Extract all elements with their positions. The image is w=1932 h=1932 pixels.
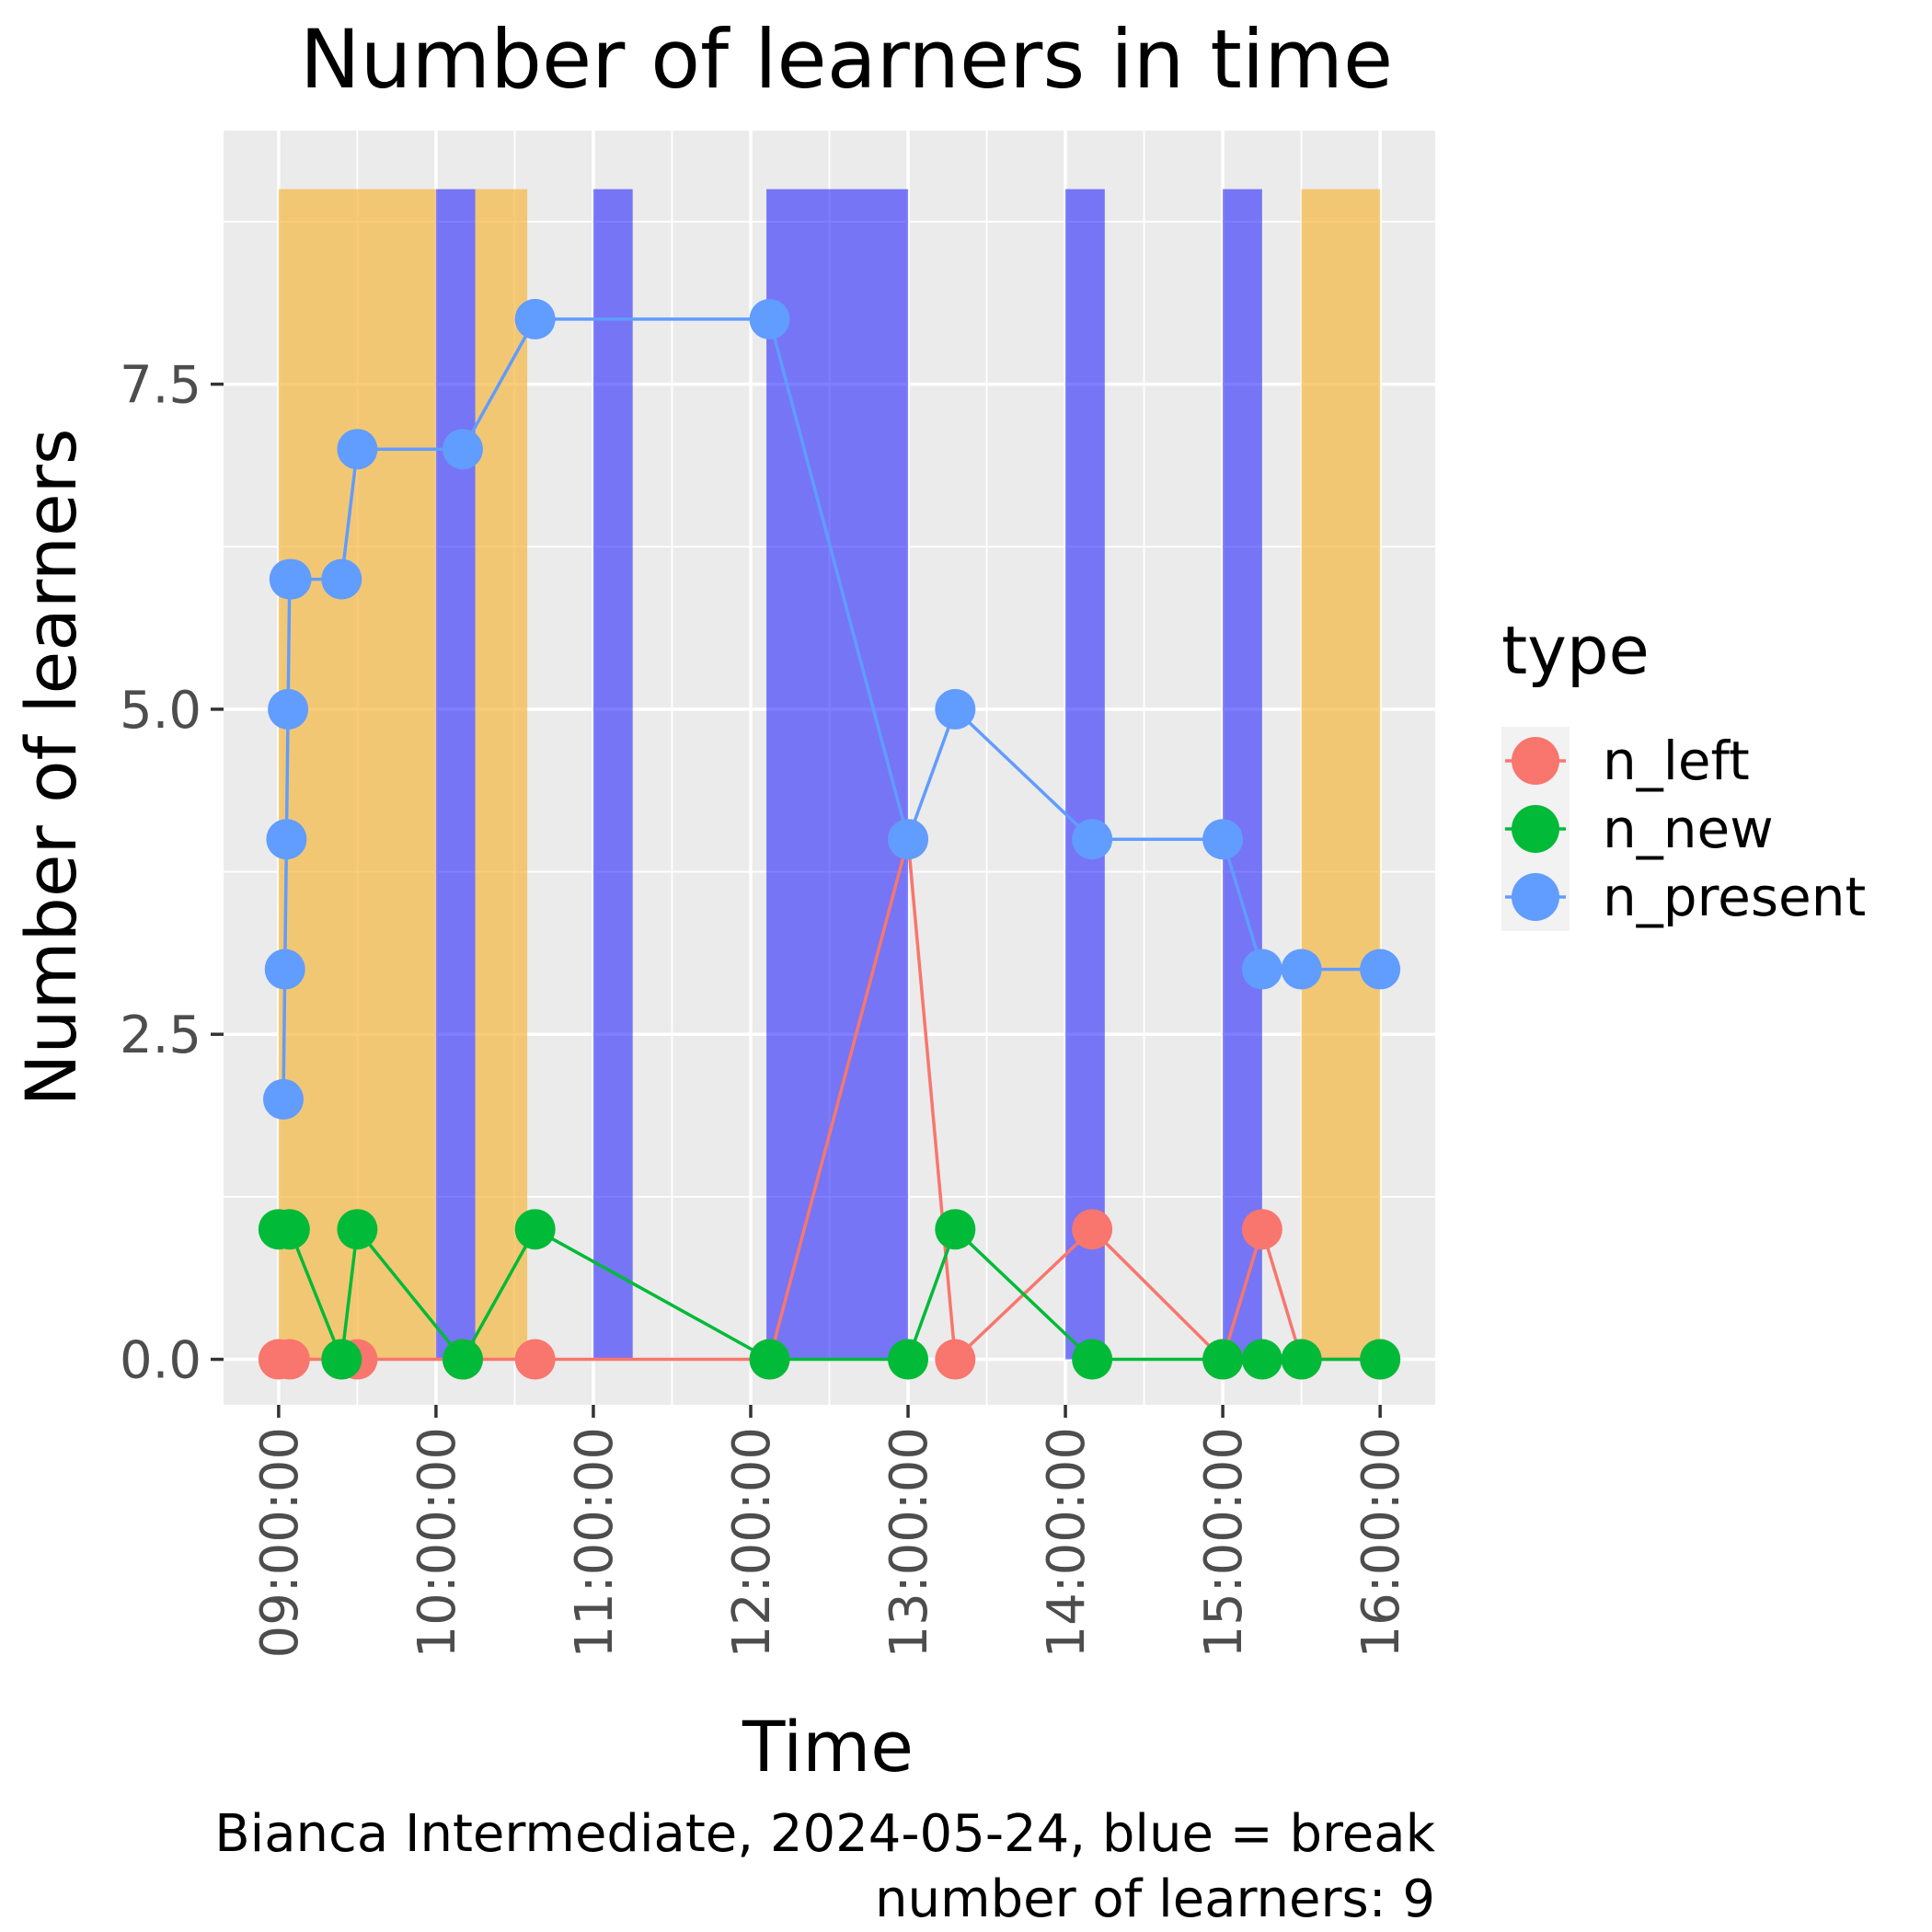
- shaded-regions: [278, 189, 1381, 1360]
- chart-title: Number of learners in time: [300, 12, 1393, 107]
- session-region: [475, 189, 528, 1360]
- break-region: [1223, 189, 1262, 1360]
- break-region: [435, 189, 476, 1360]
- x-axis: 09:00:00 10:00:00 11:00:00 12:00:00 13:00:00…: [250, 1405, 1411, 1659]
- legend-label-n_present: n_present: [1603, 866, 1866, 928]
- point-n_present: [1281, 949, 1322, 990]
- legend-key-n_left: [1512, 737, 1559, 785]
- legend-title: type: [1501, 612, 1650, 689]
- legend-key-n_present: [1512, 873, 1559, 921]
- point-n_new: [1360, 1339, 1401, 1380]
- x-axis-title: Time: [742, 1706, 914, 1788]
- break-region: [766, 189, 909, 1360]
- point-n_present: [268, 688, 309, 730]
- series-points: [258, 298, 1401, 1380]
- point-n_new: [935, 1209, 976, 1250]
- point-n_present: [935, 688, 976, 730]
- point-n_left: [269, 1339, 310, 1380]
- y-axis-title: Number of learners: [10, 429, 92, 1107]
- y-axis: 0.0 2.5 5.0 7.5: [120, 356, 224, 1391]
- point-n_present: [1202, 819, 1244, 860]
- x-tick-label: 12:00:00: [722, 1427, 782, 1659]
- point-n_present: [749, 298, 790, 339]
- legend-label-n_left: n_left: [1603, 730, 1750, 792]
- point-n_new: [1241, 1339, 1282, 1380]
- y-tick-label: 7.5: [120, 356, 201, 416]
- break-region: [1065, 189, 1105, 1360]
- x-tick-label: 13:00:00: [880, 1427, 939, 1659]
- session-region: [1301, 189, 1381, 1360]
- x-tick-label: 09:00:00: [250, 1427, 310, 1659]
- point-n_present: [270, 558, 312, 600]
- point-n_new: [337, 1209, 378, 1250]
- point-n_present: [442, 429, 483, 470]
- point-n_new: [514, 1209, 556, 1250]
- point-n_present: [337, 429, 378, 470]
- break-region: [592, 189, 633, 1360]
- point-n_new: [1072, 1339, 1113, 1380]
- x-tick-label: 15:00:00: [1194, 1427, 1254, 1659]
- point-n_new: [1202, 1339, 1244, 1380]
- point-n_left: [935, 1339, 976, 1380]
- point-n_new: [442, 1339, 483, 1380]
- point-n_new: [1281, 1339, 1322, 1380]
- point-n_present: [514, 298, 556, 339]
- legend-key-n_new: [1512, 805, 1559, 853]
- point-n_present: [1072, 819, 1113, 860]
- x-tick-label: 16:00:00: [1351, 1427, 1411, 1659]
- series-line-n_present: [282, 317, 1381, 1099]
- point-n_new: [749, 1339, 790, 1380]
- point-n_left: [514, 1339, 556, 1380]
- point-n_present: [888, 819, 929, 860]
- y-tick-label: 2.5: [120, 1006, 201, 1065]
- point-n_present: [266, 819, 307, 860]
- x-tick-label: 14:00:00: [1037, 1427, 1097, 1659]
- caption-line-1: Bianca Intermediate, 2024-05-24, blue = …: [214, 1804, 1435, 1864]
- point-n_new: [269, 1209, 310, 1250]
- y-tick-label: 0.0: [120, 1331, 201, 1391]
- session-region: [278, 189, 436, 1360]
- point-n_new: [888, 1339, 929, 1380]
- legend-label-n_new: n_new: [1603, 798, 1774, 860]
- y-tick-label: 5.0: [120, 681, 201, 741]
- caption-line-2: number of learners: 9: [875, 1869, 1435, 1929]
- point-n_present: [1241, 949, 1282, 990]
- x-tick-label: 10:00:00: [408, 1427, 467, 1659]
- x-tick-label: 11:00:00: [565, 1427, 625, 1659]
- point-n_present: [262, 1078, 304, 1120]
- point-n_present: [1360, 949, 1401, 990]
- point-n_left: [1072, 1209, 1113, 1250]
- point-n_left: [1241, 1209, 1282, 1250]
- point-n_new: [321, 1339, 362, 1380]
- point-n_present: [264, 949, 305, 990]
- point-n_present: [321, 558, 362, 600]
